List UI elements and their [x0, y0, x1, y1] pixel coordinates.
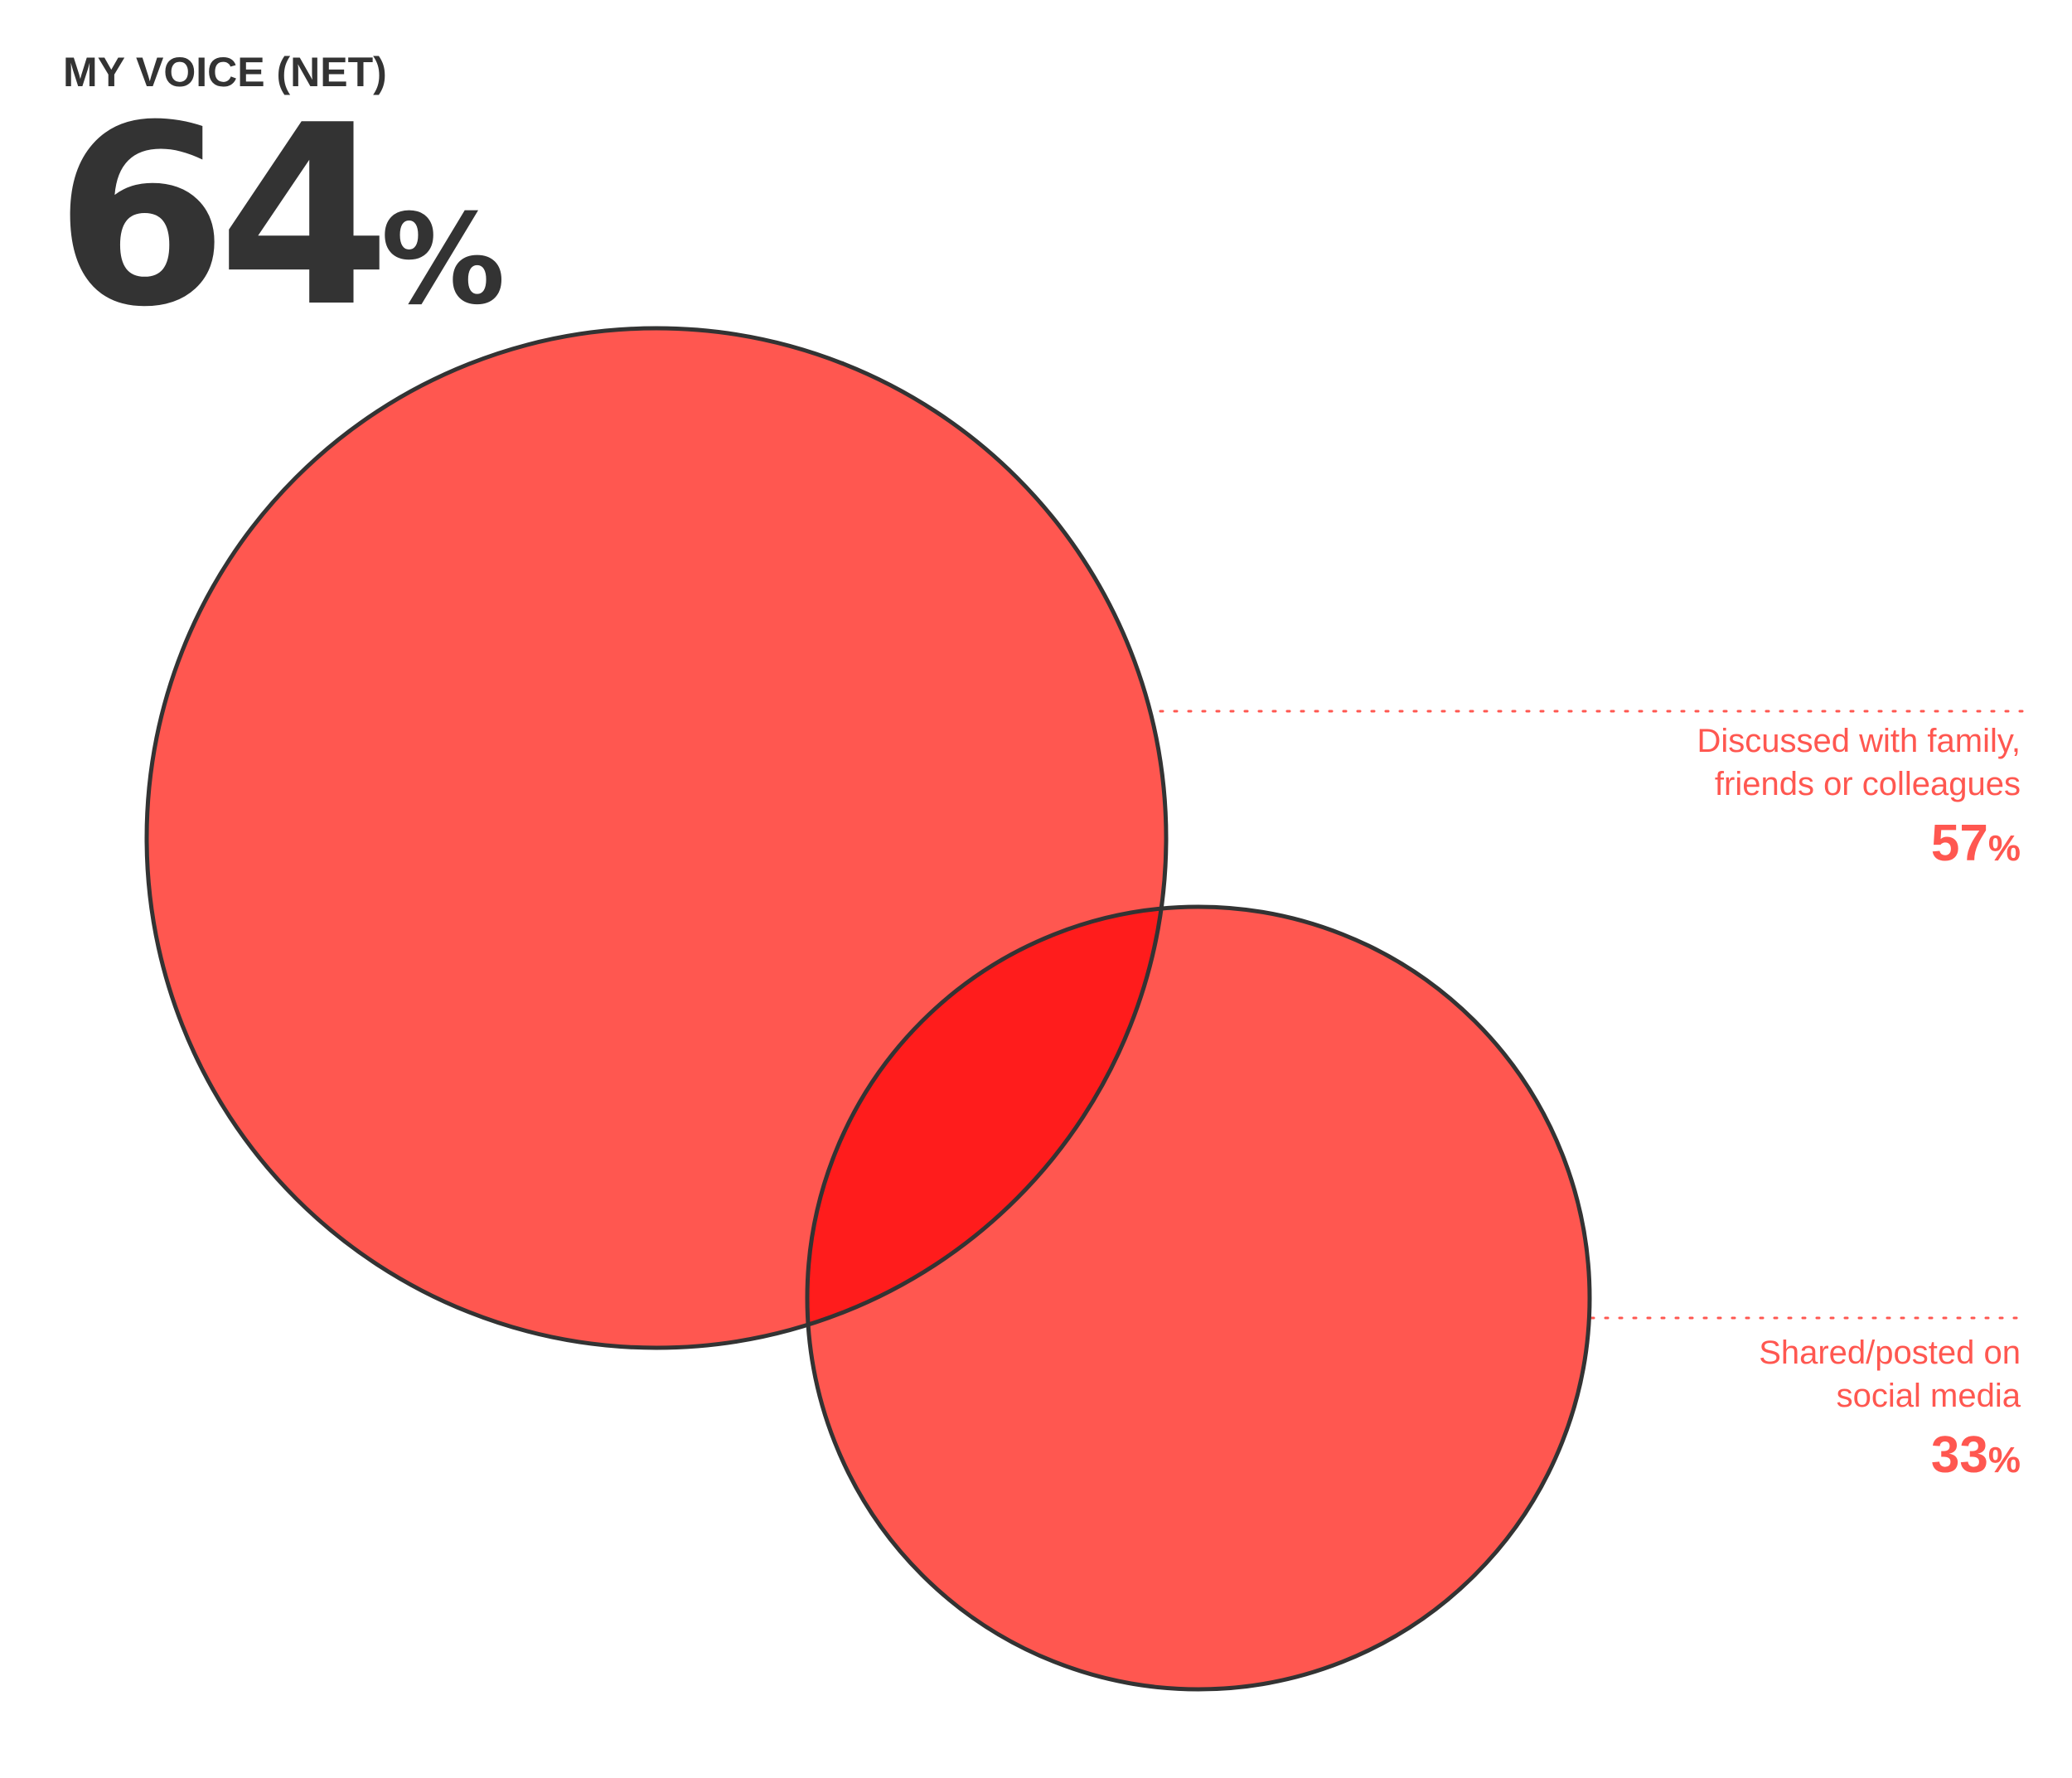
label-shared-value: 33% [1759, 1422, 2021, 1494]
label-discussed: Discussed with family, friends or collea… [1697, 719, 2021, 882]
discussed-unit: % [1987, 828, 2021, 869]
shared-number: 33 [1930, 1427, 1988, 1484]
circle-discussed-outline [144, 326, 1169, 1350]
shared-unit: % [1987, 1440, 2021, 1480]
circle-overlap [807, 907, 1166, 1348]
headline-label: MY VOICE (NET) [63, 49, 387, 95]
headline-unit: % [380, 188, 506, 332]
label-shared-line-2: social media [1836, 1378, 2021, 1414]
label-discussed-value: 57% [1697, 811, 2021, 882]
label-discussed-line-2: friends or colleagues [1714, 766, 2021, 802]
headline-value: 64% [55, 93, 506, 385]
label-shared: Shared/posted on social media 33% [1759, 1331, 2021, 1494]
label-discussed-line-1: Discussed with family, [1697, 723, 2021, 759]
discussed-number: 57 [1930, 815, 1988, 872]
headline-number: 64 [55, 72, 390, 361]
label-shared-line-1: Shared/posted on [1759, 1335, 2021, 1371]
circle-shared-outline [805, 904, 1592, 1692]
